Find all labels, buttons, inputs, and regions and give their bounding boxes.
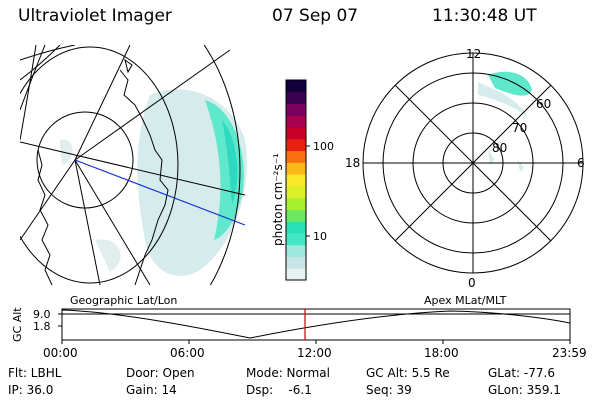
colorbar-segment (286, 91, 306, 105)
lat-lon-grid (20, 45, 246, 285)
colorbar-segment (286, 138, 306, 152)
status-door: Door: Open (126, 366, 195, 380)
status-dsp: Dsp: -6.1 (246, 383, 312, 397)
colorbar-segment (286, 150, 306, 163)
mlt-label-12: 12 (466, 47, 482, 61)
mlat-label-80: 80 (492, 141, 508, 155)
colorbar-tick-100: 100 (313, 140, 334, 153)
colorbar-segment (286, 268, 306, 281)
colorbar-segment (286, 115, 306, 128)
time-label: 11:30:48 UT (432, 6, 537, 26)
time-tick-1200: 12:00 (297, 346, 332, 360)
status-gc-alt: GC Alt: 5.5 Re (366, 366, 450, 380)
date-label: 07 Sep 07 (272, 6, 359, 26)
coastline (119, 69, 169, 285)
mlat-label-60: 60 (536, 97, 552, 111)
status-seq: Seq: 39 (366, 383, 412, 397)
colorbar-segment (286, 80, 306, 93)
alt-tick-9: 9.0 (33, 308, 51, 321)
status-ip: IP: 36.0 (8, 383, 54, 397)
colorbar-segment (286, 232, 306, 246)
colorbar-tick-10: 10 (313, 230, 327, 243)
colorbar-segment (286, 244, 306, 257)
geographic-caption: Geographic Lat/Lon (70, 294, 178, 307)
status-gain: Gain: 14 (126, 383, 177, 397)
status-mode: Mode: Normal (246, 366, 330, 380)
mlt-label-0: 0 (468, 276, 476, 290)
colorbar-segment (286, 197, 306, 210)
colorbar-unit-label: photon cm⁻²s⁻¹ (271, 153, 285, 246)
apex-caption: Apex MLat/MLT (424, 294, 507, 307)
time-tick-2359: 23:59 (552, 346, 587, 360)
gc-alt-axis-label: GC Alt (11, 307, 24, 342)
status-filter: Flt: LBHL (8, 366, 62, 380)
mlat-label-70: 70 (512, 121, 528, 135)
mlt-label-6: 6 (577, 156, 585, 170)
status-glat: GLat: -77.6 (488, 366, 555, 380)
colorbar-segment (286, 162, 306, 175)
time-tick-0000: 00:00 (43, 346, 78, 360)
intensity-colorbar (286, 80, 306, 281)
polar-aurora-emission (488, 71, 532, 96)
colorbar-segment (286, 185, 306, 199)
app-title: Ultraviolet Imager (18, 6, 172, 26)
altitude-plot (58, 308, 571, 344)
polar-mlat-mlt-plot (362, 52, 584, 274)
mlt-label-18: 18 (345, 156, 361, 170)
geographic-map (20, 45, 247, 285)
colorbar-segment (286, 127, 306, 140)
ground-track-line (74, 159, 246, 226)
altitude-curve (61, 309, 571, 339)
alt-tick-1-8: 1.8 (33, 320, 51, 333)
colorbar-segment (286, 209, 306, 222)
time-tick-1800: 18:00 (424, 346, 459, 360)
time-tick-0600: 06:00 (170, 346, 205, 360)
colorbar-segment (286, 174, 306, 187)
status-glon: GLon: 359.1 (488, 383, 561, 397)
colorbar-segment (286, 103, 306, 116)
colorbar-segment (286, 256, 306, 269)
colorbar-segment (286, 221, 306, 234)
aurora-arc-emission (205, 100, 244, 240)
